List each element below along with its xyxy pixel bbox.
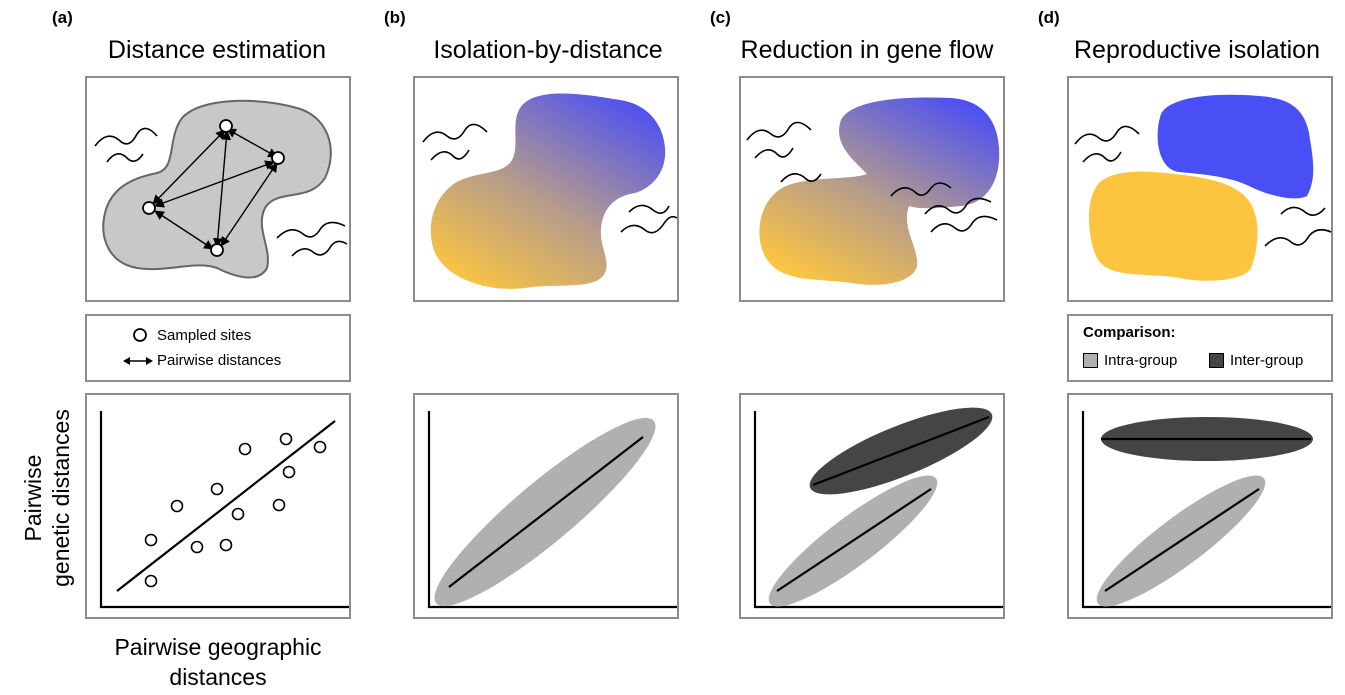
axes xyxy=(753,411,1003,609)
mountain-icon xyxy=(422,123,678,234)
landmass-yellow xyxy=(1089,171,1258,281)
legend-item-pairwise-distances: Pairwise distances xyxy=(123,352,281,369)
plot-box-c xyxy=(739,393,1005,619)
y-axis-label: Pairwise genetic distances xyxy=(19,373,75,623)
mountain-icon xyxy=(746,121,998,233)
ellipse-plot-d xyxy=(1081,411,1331,609)
y-axis-label-line1: Pairwise xyxy=(20,454,46,542)
regression-line xyxy=(116,420,336,592)
landmass-blue xyxy=(1157,94,1314,199)
axes xyxy=(427,411,677,609)
map-distance-estimation xyxy=(94,99,348,279)
ellipse-plot-c xyxy=(753,407,1003,609)
axes xyxy=(1081,411,1331,609)
double-arrow-icon xyxy=(123,356,153,365)
inter-group-line xyxy=(812,415,990,487)
intra-group-line xyxy=(1104,488,1260,592)
legend-box-a: Sampled sites Pairwise distances xyxy=(85,314,351,382)
map-box-c xyxy=(739,76,1005,302)
legend-item-inter-group: Inter-group xyxy=(1209,352,1303,369)
mountain-icon xyxy=(94,127,348,257)
map-box-a xyxy=(85,76,351,302)
x-axis-label-line2: distances xyxy=(169,664,267,690)
map-reduction-in-gene-flow xyxy=(746,97,1000,285)
legend-item-intra-group: Intra-group xyxy=(1083,352,1177,369)
intra-group-line xyxy=(776,488,932,592)
sampled-site-markers xyxy=(142,119,285,257)
x-axis-label-line1: Pairwise geographic xyxy=(114,634,322,660)
legend-sampled-sites-label: Sampled sites xyxy=(157,326,252,344)
axes xyxy=(99,411,349,609)
scatter-points xyxy=(144,432,327,588)
x-axis-label: Pairwise geographic distances xyxy=(68,632,368,692)
intra-group-swatch xyxy=(1083,353,1098,368)
panel-letter-a: (a) xyxy=(52,8,73,27)
map-reproductive-isolation xyxy=(1074,94,1332,281)
scatter-plot-a xyxy=(99,411,349,609)
panel-letter-c: (c) xyxy=(710,8,731,27)
landmass-gradient xyxy=(759,97,1000,285)
mountain-icon xyxy=(1074,125,1332,247)
map-isolation-by-distance xyxy=(422,93,678,289)
legend-pairwise-distances-label: Pairwise distances xyxy=(157,352,282,369)
plot-box-a xyxy=(85,393,351,619)
plot-box-d xyxy=(1067,393,1333,619)
map-box-b xyxy=(413,76,679,302)
legend-heading: Comparison: xyxy=(1083,324,1176,341)
site-3 xyxy=(142,201,156,215)
circle-icon xyxy=(133,328,147,342)
intra-group-line xyxy=(448,436,644,588)
map-box-d xyxy=(1067,76,1333,302)
landmass-gradient xyxy=(430,93,666,289)
panel-title-b: Isolation-by-distance xyxy=(433,36,663,64)
legend-intra-label: Intra-group xyxy=(1104,352,1178,369)
panel-letter-b: (b) xyxy=(384,8,406,27)
site-4 xyxy=(210,243,224,257)
panel-title-d: Reproductive isolation xyxy=(1074,36,1320,64)
site-1 xyxy=(219,119,233,133)
y-axis-label-line2: genetic distances xyxy=(48,409,74,587)
plot-box-b xyxy=(413,393,679,619)
ellipse-plot-b xyxy=(427,411,677,609)
site-2 xyxy=(271,151,285,165)
legend-box-d: Comparison: Intra-group Inter-group xyxy=(1067,314,1333,382)
panel-letter-d: (d) xyxy=(1038,8,1060,27)
panel-title-a: Distance estimation xyxy=(107,36,327,64)
legend-item-sampled-sites: Sampled sites xyxy=(131,326,251,344)
panel-title-c: Reduction in gene flow xyxy=(740,36,994,64)
inter-group-swatch xyxy=(1209,353,1224,368)
pairwise-arrows xyxy=(152,128,278,250)
legend-inter-label: Inter-group xyxy=(1230,352,1304,369)
intra-group-ellipse xyxy=(434,417,656,607)
